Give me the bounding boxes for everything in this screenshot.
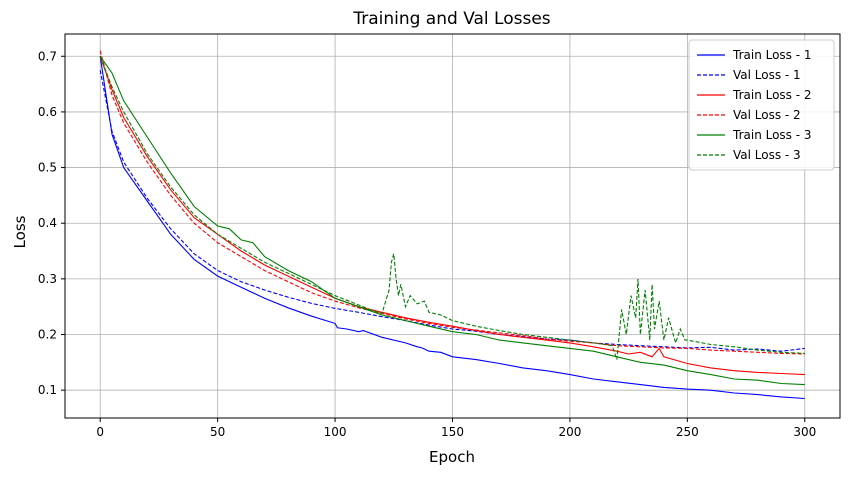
y-tick-label: 0.3 <box>38 272 57 286</box>
y-tick-label: 0.4 <box>38 216 57 230</box>
series-line-2 <box>99 70 805 352</box>
x-tick-label: 50 <box>210 425 225 439</box>
chart-title: Training and Val Losses <box>352 9 550 29</box>
legend-label: Train Loss - 2 <box>732 88 812 102</box>
y-tick-label: 0.2 <box>38 328 57 342</box>
axis-ticks: 0 50 100 150 200 250 300 0.1 0.2 0.3 0.4 0.5 0.6 0.7 <box>38 49 816 439</box>
series-line-5 <box>99 55 805 386</box>
x-axis-label: Epoch <box>429 448 475 466</box>
legend-label: Val Loss - 1 <box>733 68 801 82</box>
y-tick-label: 0.7 <box>38 49 57 63</box>
x-tick-label: 300 <box>793 425 816 439</box>
series-line-4 <box>99 50 805 355</box>
x-tick-label: 150 <box>441 425 464 439</box>
x-tick-label: 100 <box>324 425 347 439</box>
series-lines <box>99 50 805 400</box>
y-tick-label: 0.5 <box>38 161 57 175</box>
legend-label: Train Loss - 3 <box>732 128 812 142</box>
series-line-6 <box>99 56 805 360</box>
x-tick-label: 250 <box>676 425 699 439</box>
legend: Train Loss - 1 Val Loss - 1 Train Loss - 2… <box>688 39 835 171</box>
x-tick-label: 200 <box>558 425 581 439</box>
legend-label: Val Loss - 2 <box>733 108 801 122</box>
legend-label: Val Loss - 3 <box>733 148 801 162</box>
legend-label: Train Loss - 1 <box>732 48 812 62</box>
series-line-1 <box>99 56 805 400</box>
y-tick-label: 0.1 <box>38 383 57 397</box>
legend-box <box>688 39 835 171</box>
y-tick-label: 0.6 <box>38 105 57 119</box>
x-tick-label: 0 <box>96 425 104 439</box>
y-axis-label: Loss <box>11 215 29 248</box>
